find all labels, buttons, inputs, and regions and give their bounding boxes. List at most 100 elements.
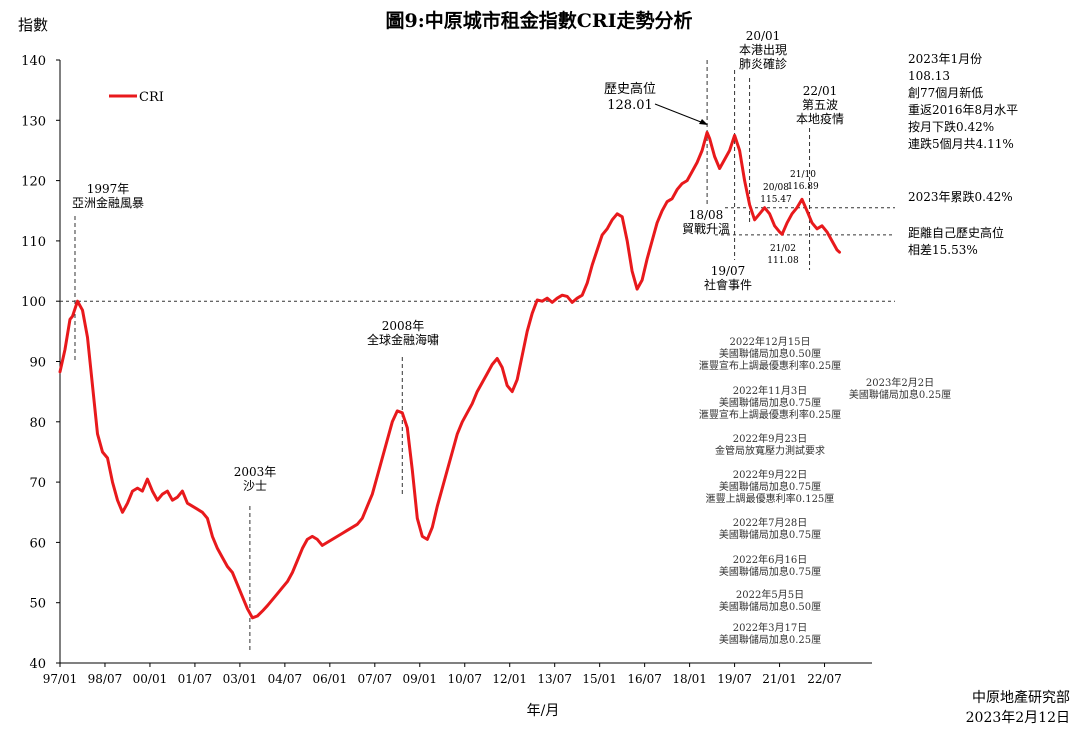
event-label: 18/08 bbox=[689, 208, 724, 222]
rate-note-date: 2022年7月28日 bbox=[733, 516, 808, 529]
x-tick-label: 21/01 bbox=[762, 672, 797, 686]
rate-note-date: 2023年2月2日 bbox=[866, 376, 934, 389]
rate-note-date: 2022年11月3日 bbox=[733, 384, 808, 397]
y-tick-label: 90 bbox=[29, 356, 46, 371]
label-2102-value: 111.08 bbox=[767, 256, 799, 266]
x-tick-label: 07/07 bbox=[358, 672, 393, 686]
x-tick-label: 09/01 bbox=[402, 672, 437, 686]
latest-line-6: 連跌5個月共4.11% bbox=[908, 136, 1014, 151]
footer-source: 中原地產研究部 bbox=[972, 689, 1070, 706]
rate-notes: 2022年12月15日 美國聯儲局加息0.50厘 滙豐宣布上調最優惠利率0.25… bbox=[699, 335, 951, 646]
rate-note-text: 美國聯儲局加息0.75厘 bbox=[719, 480, 821, 493]
rate-note-date: 2022年9月22日 bbox=[733, 468, 808, 481]
ytd-annotation: 2023年累跌0.42% bbox=[908, 189, 1013, 204]
rate-note-date: 2022年5月5日 bbox=[736, 588, 804, 601]
rate-note-text: 美國聯儲局加息0.75厘 bbox=[719, 528, 821, 541]
x-axis-ticks: 97/01 98/07 00/01 01/07 03/01 04/07 06/01 07/07… bbox=[43, 663, 842, 686]
rate-note-date: 2022年3月17日 bbox=[733, 621, 808, 634]
reference-lines bbox=[60, 207, 895, 302]
y-tick-label: 110 bbox=[21, 235, 46, 250]
x-tick-label: 03/01 bbox=[223, 672, 258, 686]
latest-line-2: 108.13 bbox=[908, 69, 950, 83]
rate-note-text: 美國聯儲局加息0.25厘 bbox=[719, 633, 821, 646]
x-tick-label: 12/01 bbox=[492, 672, 527, 686]
label-2110-value: 116.89 bbox=[787, 182, 819, 192]
y-tick-label: 70 bbox=[29, 476, 46, 491]
rate-note-text: 金管局放寬壓力測試要求 bbox=[715, 444, 825, 457]
chart-title: 圖9:中原城市租金指數CRI走勢分析 bbox=[385, 9, 692, 32]
x-tick-label: 00/01 bbox=[133, 672, 168, 686]
event-label: 1997年 bbox=[87, 182, 130, 196]
latest-line-5: 按月下跌0.42% bbox=[908, 119, 994, 134]
series-layer bbox=[58, 130, 841, 620]
rate-note-text: 美國聯儲局加息0.50厘 bbox=[719, 600, 821, 613]
y-tick-label: 40 bbox=[29, 657, 46, 672]
y-tick-label: 140 bbox=[21, 54, 46, 69]
rate-note-date: 2022年12月15日 bbox=[730, 335, 811, 348]
y-tick-label: 120 bbox=[21, 175, 46, 190]
x-tick-label: 19/07 bbox=[717, 672, 752, 686]
rate-note-date: 2022年9月23日 bbox=[733, 432, 808, 445]
label-2008: 20/08 bbox=[763, 183, 789, 193]
event-label: 社會事件 bbox=[704, 277, 752, 292]
peak-annotation: 歷史高位 128.01 bbox=[604, 81, 708, 125]
point-labels: 20/08 115.47 21/10 116.89 21/02 111.08 bbox=[760, 170, 819, 266]
event-label: 20/01 bbox=[746, 29, 781, 43]
event-label: 2003年 bbox=[234, 465, 277, 479]
x-axis-label: 年/月 bbox=[527, 703, 560, 719]
label-2102: 21/02 bbox=[770, 244, 796, 254]
legend: CRI bbox=[109, 90, 164, 105]
event-label: 本港出現 bbox=[739, 43, 787, 57]
rate-note-extra: 滙豐宣布上調最優惠利率0.25厘 bbox=[699, 359, 841, 372]
peak-arrow-head bbox=[699, 119, 708, 125]
series-line-cri bbox=[58, 130, 841, 620]
event-label: 肺炎確診 bbox=[739, 56, 787, 71]
footer-date: 2023年2月12日 bbox=[966, 710, 1070, 726]
label-2008-value: 115.47 bbox=[760, 195, 792, 205]
y-tick-label: 130 bbox=[21, 114, 46, 129]
event-label: 亞洲金融風暴 bbox=[72, 195, 144, 210]
x-tick-label: 04/07 bbox=[268, 672, 303, 686]
event-label: 本地疫情 bbox=[796, 111, 844, 126]
latest-line-1: 2023年1月份 bbox=[908, 52, 982, 66]
rate-note-date: 2022年6月16日 bbox=[733, 553, 808, 566]
x-tick-label: 15/01 bbox=[582, 672, 617, 686]
rate-note-text: 美國聯儲局加息0.50厘 bbox=[719, 347, 821, 360]
rate-note-extra: 滙豐上調最優惠利率0.125厘 bbox=[706, 492, 835, 505]
y-tick-label: 80 bbox=[29, 416, 46, 431]
x-tick-label: 98/07 bbox=[88, 672, 123, 686]
rate-note-text: 美國聯儲局加息0.75厘 bbox=[719, 396, 821, 409]
label-2110: 21/10 bbox=[790, 170, 816, 180]
x-tick-label: 97/01 bbox=[43, 672, 78, 686]
peak-arrow bbox=[654, 103, 707, 125]
latest-annotation: 2023年1月份 108.13 創77個月新低 重返2016年8月水平 按月下跌… bbox=[908, 52, 1018, 257]
x-tick-label: 18/01 bbox=[672, 672, 707, 686]
legend-label-cri: CRI bbox=[139, 90, 164, 105]
latest-line-4: 重返2016年8月水平 bbox=[908, 103, 1018, 117]
event-label: 2008年 bbox=[382, 319, 425, 333]
peak-value: 128.01 bbox=[607, 98, 653, 113]
peak-label: 歷史高位 bbox=[604, 81, 656, 97]
latest-line-3: 創77個月新低 bbox=[908, 85, 983, 100]
y-tick-label: 100 bbox=[21, 295, 46, 310]
x-tick-label: 16/07 bbox=[627, 672, 662, 686]
y-axis-label: 指數 bbox=[18, 16, 48, 34]
event-label: 沙士 bbox=[243, 479, 267, 493]
y-tick-label: 60 bbox=[29, 536, 46, 551]
event-label: 貿戰升溫 bbox=[682, 222, 730, 236]
event-label: 全球金融海嘯 bbox=[367, 332, 439, 347]
rate-note-text: 美國聯儲局加息0.75厘 bbox=[719, 565, 821, 578]
gap-line-1: 距離自己歷史高位 bbox=[908, 225, 1004, 240]
x-tick-label: 01/07 bbox=[178, 672, 213, 686]
x-tick-label: 13/07 bbox=[537, 672, 572, 686]
x-tick-label: 22/07 bbox=[807, 672, 842, 686]
y-axis-ticks: 40 50 60 70 80 90 100 110 120 130 140 bbox=[21, 54, 60, 672]
y-tick-label: 50 bbox=[29, 597, 46, 612]
event-label: 19/07 bbox=[711, 264, 746, 278]
x-tick-label: 06/01 bbox=[313, 672, 348, 686]
event-label: 第五波 bbox=[802, 98, 838, 112]
rate-note-extra: 滙豐宣布上調最優惠利率0.25厘 bbox=[699, 408, 841, 421]
gap-line-2: 相差15.53% bbox=[908, 243, 978, 257]
